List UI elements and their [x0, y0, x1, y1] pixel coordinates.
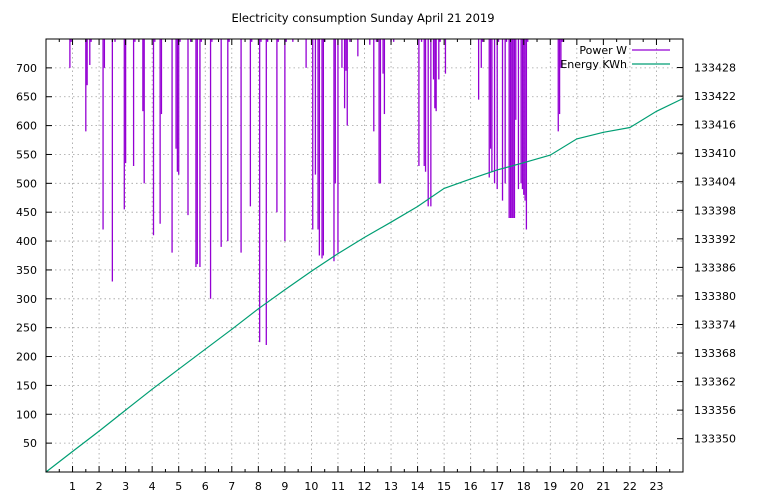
y2-tick-label: 133416	[694, 119, 736, 132]
y-tick-label: 650	[16, 91, 37, 104]
x-tick-label: 5	[175, 480, 182, 493]
energy-point	[496, 169, 498, 171]
x-tick-label: 1	[69, 480, 76, 493]
x-tick-label: 3	[122, 480, 129, 493]
y-tick-label: 550	[16, 148, 37, 161]
legend-label-power: Power W	[579, 44, 627, 57]
y-tick-label: 400	[16, 235, 37, 248]
y2-tick-label: 133362	[694, 376, 736, 389]
x-tick-label: 23	[649, 480, 663, 493]
x-tick-label: 21	[596, 480, 610, 493]
axes: 1 2 3 4 5 6 7 8 9 10 11 12 13 14 15 16 17 18 19 20 21 22 23501…	[16, 38, 736, 493]
x-tick-label: 15	[437, 480, 451, 493]
energy-point	[655, 110, 658, 112]
x-tick-label: 8	[255, 480, 262, 493]
legend-label-energy: Energy KWh	[560, 58, 627, 71]
energy-point	[98, 430, 100, 432]
energy-point	[390, 221, 392, 223]
y2-tick-label: 133404	[694, 176, 736, 189]
y2-tick-label: 133374	[694, 318, 736, 331]
y-tick-label: 700	[16, 62, 37, 75]
energy-point	[443, 187, 445, 190]
y2-tick-label: 133410	[694, 147, 736, 160]
y-tick-label: 250	[16, 322, 37, 335]
y2-tick-label: 133428	[694, 62, 736, 75]
y-tick-label: 450	[16, 206, 37, 219]
y-tick-label: 350	[16, 264, 37, 277]
energy-point	[576, 138, 578, 140]
energy-point	[257, 308, 259, 310]
y2-tick-label: 133398	[694, 204, 736, 217]
energy-point	[523, 162, 525, 164]
y-tick-label: 100	[16, 408, 37, 421]
x-tick-label: 16	[464, 480, 478, 493]
legend: Power W Energy KWh	[560, 44, 670, 71]
energy-point	[549, 154, 551, 156]
y-tick-label: 150	[16, 379, 37, 392]
energy-point	[470, 178, 472, 180]
x-tick-label: 2	[96, 480, 103, 493]
x-tick-label: 13	[384, 480, 398, 493]
y2-tick-label: 133380	[694, 290, 736, 303]
y2-tick-label: 133356	[694, 404, 736, 417]
x-tick-label: 9	[281, 480, 288, 493]
energy-point	[363, 236, 366, 239]
energy-point	[602, 131, 604, 133]
x-tick-label: 11	[331, 480, 345, 493]
x-tick-label: 22	[623, 480, 637, 493]
x-tick-label: 20	[570, 480, 584, 493]
y2-tick-label: 133368	[694, 347, 736, 360]
energy-point	[151, 388, 153, 390]
energy-point	[71, 450, 74, 453]
y-tick-label: 500	[16, 177, 37, 190]
energy-point	[416, 205, 419, 208]
y2-tick-label: 133422	[694, 90, 736, 103]
x-tick-label: 19	[543, 480, 557, 493]
energy-point	[629, 126, 631, 129]
chart-title: Electricity consumption Sunday April 21 …	[231, 11, 494, 25]
power-series	[69, 39, 565, 345]
y2-tick-label: 133392	[694, 233, 736, 246]
x-tick-label: 17	[490, 480, 504, 493]
energy-point	[231, 328, 233, 330]
energy-point	[310, 270, 313, 272]
energy-point	[204, 348, 206, 350]
x-tick-label: 4	[149, 480, 156, 493]
x-tick-label: 10	[304, 480, 318, 493]
x-tick-label: 12	[358, 480, 372, 493]
energy-point	[125, 409, 127, 411]
y-tick-label: 300	[16, 293, 37, 306]
energy-point	[178, 368, 180, 370]
plot-frame	[45, 38, 684, 473]
x-tick-label: 7	[228, 480, 235, 493]
x-tick-label: 18	[517, 480, 531, 493]
y2-tick-label: 133386	[694, 261, 736, 274]
x-tick-label: 14	[411, 480, 425, 493]
energy-point	[284, 289, 286, 291]
grid	[46, 39, 683, 472]
y2-tick-label: 133350	[694, 433, 736, 446]
y-tick-label: 600	[16, 120, 37, 133]
y-tick-label: 50	[23, 437, 37, 450]
y-tick-label: 200	[16, 351, 37, 364]
energy-point	[337, 252, 339, 255]
x-tick-label: 6	[202, 480, 209, 493]
